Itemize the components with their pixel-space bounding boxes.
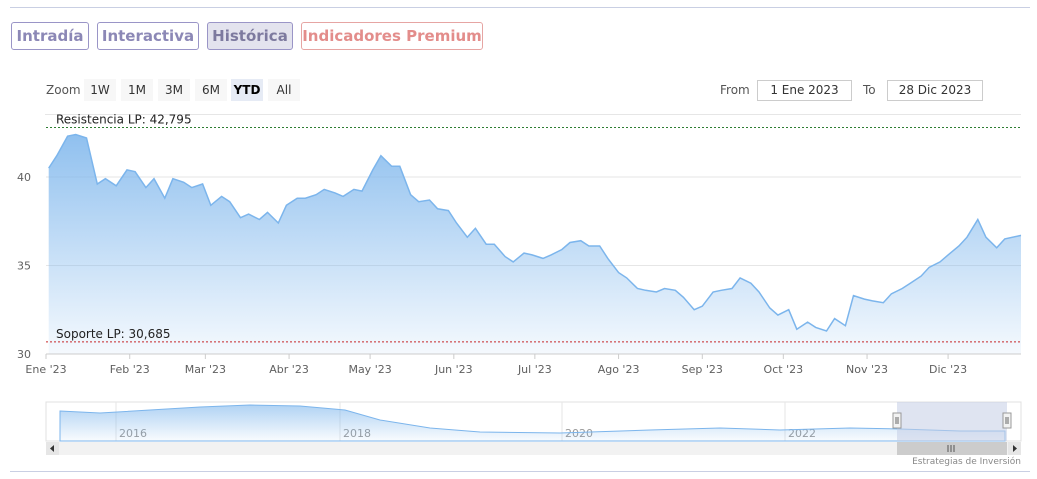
- x-tick-label: Oct '23: [764, 363, 804, 376]
- zoom-all-button[interactable]: All: [268, 79, 300, 101]
- zoom-ytd-button[interactable]: YTD: [231, 79, 263, 101]
- x-tick-label: Nov '23: [846, 363, 888, 376]
- chevron-right-icon: [1013, 445, 1017, 452]
- tab-intradia[interactable]: Intradía: [11, 22, 89, 50]
- zoom-1m-button[interactable]: 1M: [121, 79, 153, 101]
- x-tick-label: May '23: [348, 363, 391, 376]
- x-tick-label: Abr '23: [269, 363, 309, 376]
- zoom-1w-button[interactable]: 1W: [84, 79, 116, 101]
- tab-historica[interactable]: Histórica: [207, 22, 293, 50]
- x-tick-label: Sep '23: [682, 363, 723, 376]
- navigator-handle-left[interactable]: [892, 412, 902, 429]
- x-tick-label: Mar '23: [185, 363, 226, 376]
- tab-interactiva[interactable]: Interactiva: [97, 22, 199, 50]
- x-tick-label: Feb '23: [110, 363, 150, 376]
- zoom-label: Zoom: [46, 83, 81, 97]
- from-date-input[interactable]: 1 Ene 2023: [757, 80, 852, 101]
- credits-text: Estrategias de Inversión: [912, 457, 1021, 467]
- navigator-selection: [897, 402, 1007, 441]
- x-tick-label: Ago '23: [598, 363, 640, 376]
- navigator-handle-right[interactable]: [1002, 412, 1012, 429]
- scrollbar-thumb[interactable]: [897, 442, 1007, 455]
- scrollbar-track: [46, 442, 1021, 455]
- from-label: From: [720, 83, 750, 97]
- price-line: [48, 133, 1022, 332]
- x-tick-label: Ene '23: [25, 363, 66, 376]
- zoom-6m-button[interactable]: 6M: [195, 79, 227, 101]
- y-tick-label: 30: [17, 348, 31, 361]
- y-tick-label: 35: [17, 259, 31, 272]
- x-tick-label: Jul '23: [517, 363, 552, 376]
- resistance-label: Resistencia LP: 42,795: [56, 112, 192, 126]
- x-tick-label: Dic '23: [929, 363, 967, 376]
- top-divider: [10, 7, 1030, 8]
- x-tick-label: Jun '23: [434, 363, 473, 376]
- bottom-divider: [10, 471, 1030, 472]
- chevron-left-icon: [50, 445, 54, 452]
- tab-indicadores-premium[interactable]: Indicadores Premium: [301, 22, 483, 50]
- y-tick-label: 40: [17, 171, 31, 184]
- to-label: To: [863, 83, 876, 97]
- zoom-3m-button[interactable]: 3M: [158, 79, 190, 101]
- toolbar-divider: [45, 114, 1021, 115]
- to-date-input[interactable]: 28 Dic 2023: [887, 80, 983, 101]
- support-label: Soporte LP: 30,685: [56, 327, 171, 341]
- price-area: [48, 134, 1021, 354]
